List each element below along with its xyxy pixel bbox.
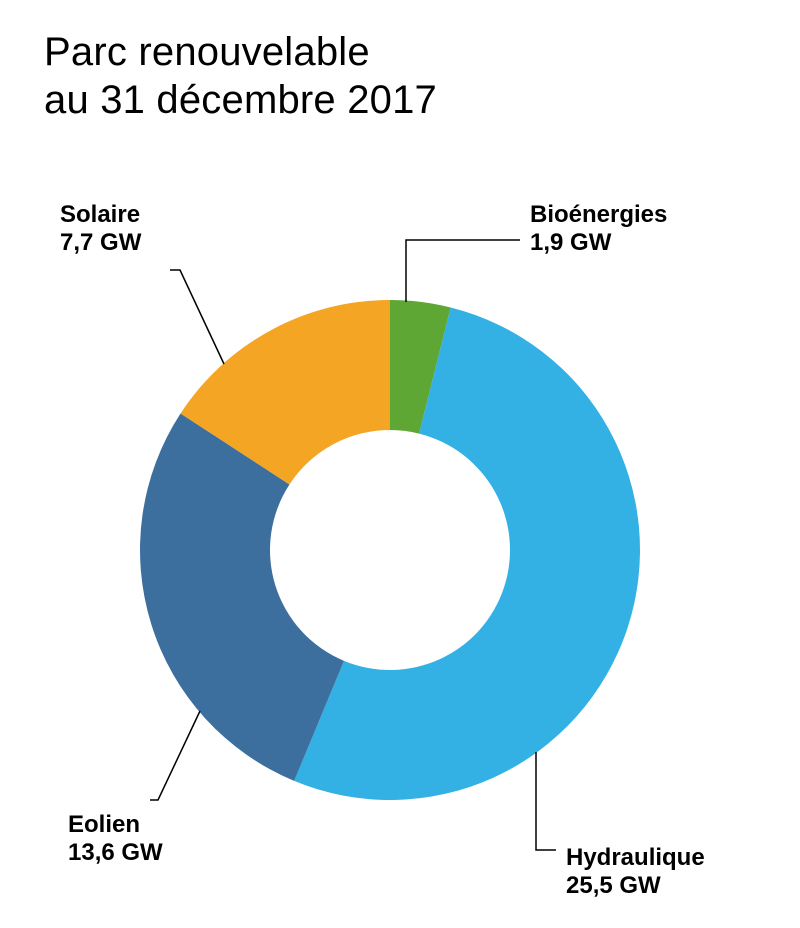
slice-eolien bbox=[140, 414, 344, 781]
leader-sol bbox=[170, 270, 224, 364]
donut-chart: Bioénergies1,9 GW Hydraulique25,5 GW Eolie… bbox=[0, 0, 800, 928]
label-sol: Solaire7,7 GW bbox=[60, 201, 142, 256]
label-eolien: Eolien13,6 GW bbox=[68, 811, 163, 866]
chart-title: Parc renouvelable au 31 décembre 2017 bbox=[44, 28, 437, 124]
leader-hydro bbox=[536, 752, 556, 850]
chart-page: Parc renouvelable au 31 décembre 2017 Bi… bbox=[0, 0, 800, 928]
leader-eolien bbox=[150, 711, 200, 800]
label-bio: Bioénergies1,9 GW bbox=[530, 201, 667, 256]
leader-bio bbox=[406, 240, 520, 302]
label-hydro: Hydraulique25,5 GW bbox=[566, 844, 705, 899]
